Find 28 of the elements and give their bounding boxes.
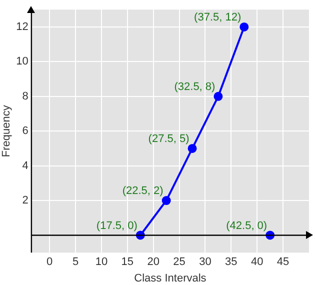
annotation: (42.5, 0) bbox=[226, 220, 268, 232]
x-tick-label: 25 bbox=[173, 256, 186, 268]
annotation: (37.5, 12) bbox=[194, 11, 242, 24]
x-tick-label: 30 bbox=[199, 256, 212, 268]
point bbox=[162, 196, 171, 206]
annotation: (32.5, 8) bbox=[174, 80, 216, 93]
y-tick-label: 4 bbox=[22, 160, 28, 172]
x-tick-label: 45 bbox=[276, 256, 290, 268]
x-tick-label: 40 bbox=[250, 256, 264, 268]
annotation: (17.5, 0) bbox=[96, 220, 138, 232]
y-tick-label: 2 bbox=[22, 194, 28, 207]
y-tick-label: 8 bbox=[22, 90, 28, 102]
annotation: (22.5, 2) bbox=[122, 185, 164, 198]
point bbox=[214, 92, 223, 101]
x-tick-label: 10 bbox=[95, 256, 108, 268]
x-tick-label: 15 bbox=[121, 256, 134, 268]
x-tick-label: 5 bbox=[72, 256, 79, 268]
y-tick-label: 12 bbox=[16, 20, 28, 33]
x-tick-label: 35 bbox=[225, 256, 238, 268]
y-tick-label: 6 bbox=[22, 125, 28, 138]
annotation: (27.5, 5) bbox=[148, 132, 190, 145]
y-tick-label: 10 bbox=[16, 56, 28, 68]
x-axis-title: Class Intervals bbox=[134, 272, 207, 284]
x-tick-label: 20 bbox=[147, 256, 160, 268]
point bbox=[188, 144, 197, 153]
y-axis-title: Frequency bbox=[0, 104, 13, 158]
x-tick-label: 0 bbox=[46, 256, 53, 268]
point bbox=[240, 22, 249, 32]
